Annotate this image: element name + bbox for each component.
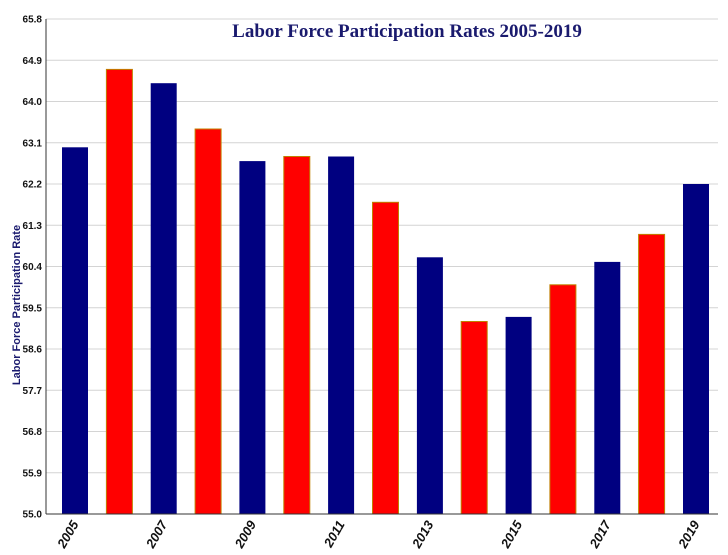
x-tick-label: 2009 [231, 517, 259, 551]
y-tick-labels: 55.0 55.9 56.8 57.7 58.6 59.5 60.4 61.3 62.2 63.1… [23, 15, 43, 521]
y-tick-label: 63.1 [23, 138, 43, 149]
bar-2012 [372, 201, 399, 515]
bar-2006 [105, 68, 133, 515]
x-tick-label: 2013 [409, 517, 437, 551]
bar-2019 [683, 184, 709, 514]
x-tick-label: 2005 [54, 517, 82, 551]
x-tick-labels: 2005 2007 2009 2011 2013 2015 2017 2019 [54, 517, 703, 551]
y-tick-label: 58.6 [23, 345, 43, 356]
bar-2008 [194, 128, 222, 515]
bar-2015 [505, 316, 532, 514]
bar-2010 [283, 156, 311, 515]
chart-title: Labor Force Participation Rates 2005-201… [232, 21, 582, 42]
x-tick-label: 2007 [142, 517, 170, 551]
y-tick-label: 60.4 [23, 262, 43, 273]
bar-2009 [239, 161, 266, 514]
bars-layer [62, 68, 709, 515]
bar-2014 [460, 321, 488, 515]
bar-2017 [594, 261, 621, 514]
y-axis-label: Labor Force Participation Rate [11, 225, 23, 385]
y-tick-label: 55.9 [23, 468, 43, 479]
x-tick-label: 2019 [675, 517, 703, 551]
y-tick-label: 57.7 [23, 386, 43, 397]
x-tick-label: 2017 [586, 517, 614, 551]
bar-2011 [328, 156, 355, 514]
bar-2018 [638, 233, 666, 515]
y-tick-label: 62.2 [23, 180, 43, 191]
bar-2016 [549, 284, 577, 515]
bar-2005 [62, 147, 88, 515]
y-tick-label: 64.0 [23, 97, 43, 108]
y-tick-label: 56.8 [23, 427, 43, 438]
bar-2013 [416, 257, 443, 514]
y-tick-label: 65.8 [23, 15, 43, 26]
y-tick-label: 64.9 [23, 56, 43, 67]
y-tick-label: 61.3 [23, 221, 43, 232]
y-tick-label: 55.0 [23, 510, 43, 521]
y-tick-label: 59.5 [23, 303, 43, 314]
x-tick-label: 2015 [497, 517, 525, 551]
bar-2007 [150, 83, 177, 514]
x-tick-label: 2011 [320, 518, 347, 551]
